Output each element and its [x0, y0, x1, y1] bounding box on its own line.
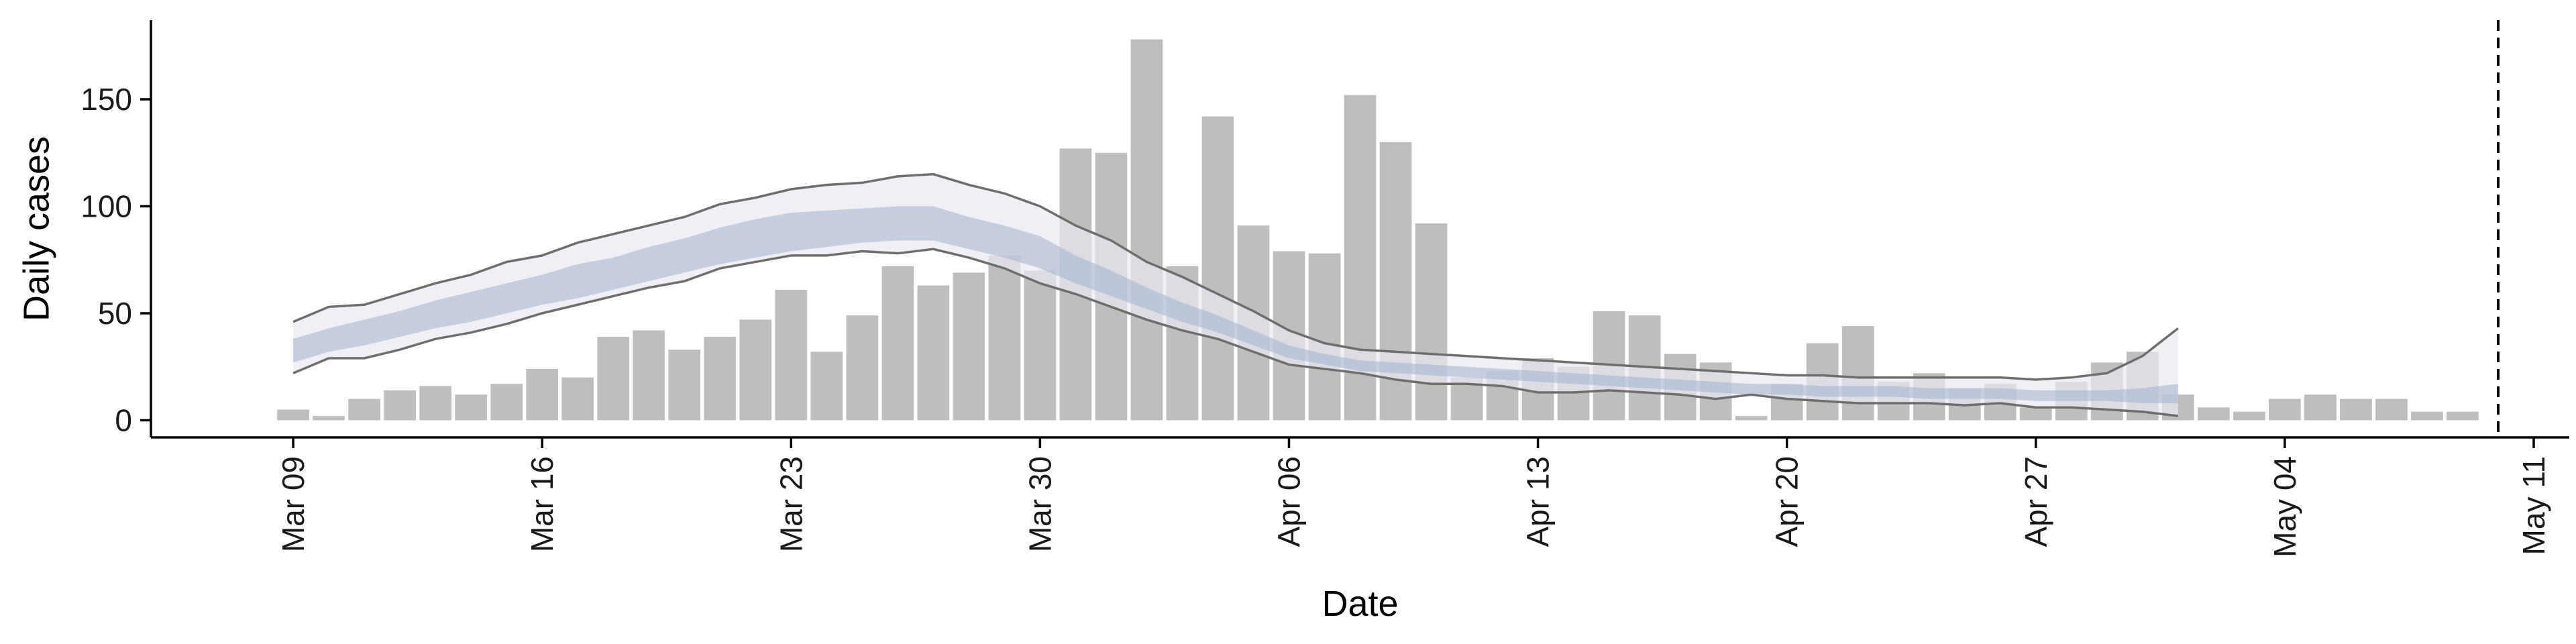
bar-11	[633, 330, 665, 421]
bar-2	[313, 416, 345, 421]
bar-42	[1735, 416, 1768, 421]
axes	[150, 20, 2569, 439]
bar-62	[2447, 411, 2479, 421]
bar-60	[2375, 398, 2408, 421]
x-axis-title: Date	[1322, 584, 1398, 624]
bar-19	[917, 285, 950, 421]
y-tick-label: 150	[80, 82, 132, 117]
lower-bound-line	[292, 248, 2179, 417]
x-tick-label: Apr 20	[1770, 456, 1805, 547]
bar-50	[2019, 407, 2052, 421]
bar-55	[2198, 407, 2230, 421]
bar-58	[2304, 394, 2337, 421]
bar-6	[455, 394, 487, 421]
y-tick-label: 0	[115, 402, 132, 437]
bar-9	[561, 377, 594, 421]
bar-13	[704, 337, 737, 421]
bar-45	[1841, 326, 1874, 421]
bar-3	[348, 398, 380, 421]
x-tick-label: Mar 30	[1022, 456, 1057, 552]
x-tick-label: Apr 27	[2019, 456, 2053, 547]
bar-12	[668, 350, 701, 421]
bar-17	[846, 315, 879, 421]
bar-56	[2233, 411, 2265, 421]
bar-22	[1024, 270, 1057, 421]
bar-4	[384, 390, 416, 421]
bar-8	[526, 368, 559, 421]
bar-57	[2269, 398, 2301, 421]
x-tick-label: Mar 23	[773, 456, 808, 552]
x-tick-label: Mar 09	[276, 456, 311, 552]
bar-10	[597, 337, 630, 421]
bar-33	[1415, 223, 1448, 421]
bar-1	[277, 409, 309, 421]
bar-5	[419, 386, 451, 421]
y-axis-title: Daily cases	[16, 136, 56, 321]
y-tick-label: 50	[98, 296, 132, 331]
bar-14	[739, 319, 772, 421]
x-tick-label: Apr 13	[1521, 456, 1556, 547]
x-tick-label: May 04	[2267, 456, 2302, 557]
bar-16	[810, 352, 843, 421]
upper-bound-line	[292, 172, 2179, 381]
bar-61	[2411, 411, 2443, 421]
bar-59	[2340, 398, 2372, 421]
x-tick-label: Apr 06	[1271, 456, 1306, 547]
bar-30	[1308, 253, 1341, 421]
bar-27	[1201, 116, 1234, 421]
estimate-inner-band	[293, 206, 2178, 403]
x-axis-ticks: Mar 09 Mar 16 Mar 23 Mar 30 Apr 06 Apr 13 Apr …	[276, 437, 2551, 557]
estimate-band-layer	[293, 174, 2178, 417]
y-tick-label: 100	[80, 189, 132, 224]
bar-21	[988, 255, 1021, 421]
bar-15	[775, 289, 808, 421]
y-axis-ticks: 0 50 100 150	[80, 82, 151, 437]
bar-25	[1130, 39, 1163, 421]
bar-18	[881, 266, 914, 421]
bar-7	[490, 384, 523, 421]
x-tick-label: Mar 16	[525, 456, 559, 552]
bar-20	[953, 272, 985, 421]
x-tick-label: May 11	[2516, 456, 2551, 555]
estimate-bound-lines	[292, 172, 2179, 417]
